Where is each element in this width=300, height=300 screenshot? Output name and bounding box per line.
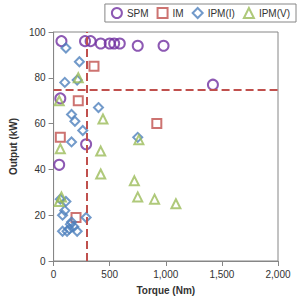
svg-text:1,000: 1,000 <box>153 269 178 280</box>
svg-text:60: 60 <box>34 118 46 129</box>
svg-text:IPM(I): IPM(I) <box>208 8 235 19</box>
svg-text:0: 0 <box>40 256 46 267</box>
svg-text:SPM: SPM <box>127 8 149 19</box>
svg-text:40: 40 <box>34 164 46 175</box>
svg-text:Torque (Nm): Torque (Nm) <box>136 285 195 296</box>
svg-text:Output (kW): Output (kW) <box>8 118 19 175</box>
svg-text:2,000: 2,000 <box>265 269 290 280</box>
svg-text:20: 20 <box>34 210 46 221</box>
svg-text:100: 100 <box>29 27 46 38</box>
svg-text:80: 80 <box>34 72 46 83</box>
svg-text:500: 500 <box>101 269 118 280</box>
svg-text:1,500: 1,500 <box>209 269 234 280</box>
svg-text:IM: IM <box>173 8 184 19</box>
svg-text:IPM(V): IPM(V) <box>259 8 290 19</box>
svg-text:0: 0 <box>51 269 57 280</box>
